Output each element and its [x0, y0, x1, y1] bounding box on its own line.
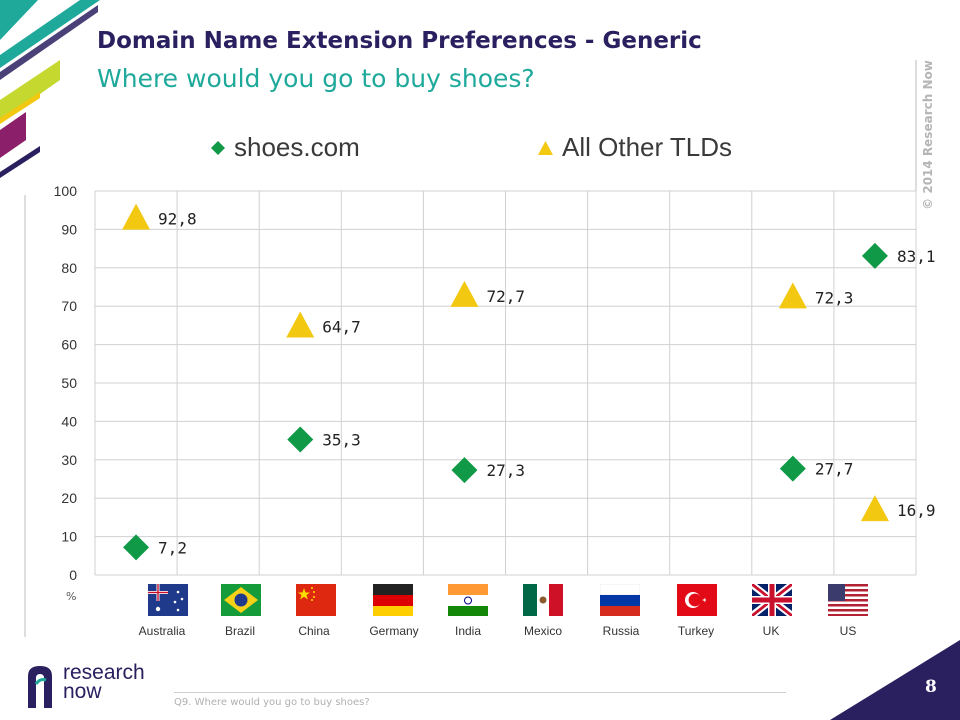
- shoes-com-point: [451, 457, 478, 484]
- diamond-legend-icon: [211, 140, 225, 155]
- country-label-india: India: [454, 624, 482, 638]
- legend-other-tlds: All Other TLDs: [537, 132, 732, 163]
- page-title: Domain Name Extension Preferences - Gene…: [97, 28, 702, 54]
- page-number: 8: [925, 677, 937, 697]
- flag-us-icon: [828, 584, 868, 616]
- country-label-australia: Australia: [138, 624, 186, 638]
- country-label-us: US: [839, 624, 857, 638]
- logo-text-line1: research: [63, 661, 145, 684]
- flag-mexico-icon: [523, 584, 563, 616]
- country-label-brazil: Brazil: [224, 624, 256, 638]
- y-axis-ticks: 0 10 20 30 40 50 60 70 80 90 100: [54, 183, 78, 583]
- footer-divider: [174, 692, 786, 693]
- y-tick-label: 0: [69, 567, 77, 583]
- y-tick-label: 100: [54, 183, 78, 199]
- footnote-question: Q9. Where would you go to buy shoes?: [174, 697, 370, 708]
- y-axis-unit: %: [66, 590, 77, 603]
- country-label-china: China: [298, 624, 330, 638]
- y-tick-label: 70: [61, 298, 77, 314]
- research-now-logo-icon: [28, 666, 52, 708]
- y-tick-label: 80: [61, 260, 77, 276]
- gridlines: [94, 190, 917, 576]
- logo-text-line2: now: [63, 680, 102, 703]
- data-label: 7,2: [158, 538, 187, 557]
- other-tlds-point: [450, 280, 479, 307]
- data-label: 72,7: [486, 287, 525, 306]
- legend-shoes-com: shoes.com: [210, 132, 360, 163]
- flag-india-icon: [448, 584, 488, 616]
- other-tlds-point: [286, 311, 315, 338]
- y-tick-label: 40: [61, 413, 77, 429]
- flag-turkey-icon: [677, 584, 717, 616]
- shoes-com-point: [779, 455, 806, 482]
- logo-wordmark: research now: [63, 661, 145, 703]
- data-label: 35,3: [322, 430, 361, 449]
- country-label-germany: Germany: [369, 624, 419, 638]
- y-tick-label: 60: [61, 337, 77, 353]
- data-label: 16,9: [897, 501, 936, 520]
- country-label-uk: UK: [762, 624, 780, 638]
- data-marks: 7,2 35,3 27,3 27,7 83,1 92,8 64,7 72,7 72,3 16,9: [122, 203, 936, 561]
- data-label: 83,1: [897, 247, 936, 266]
- flag-china-icon: [296, 584, 336, 616]
- y-tick-label: 10: [61, 529, 77, 545]
- other-tlds-point: [860, 495, 889, 522]
- data-label: 92,8: [158, 210, 197, 229]
- data-label: 27,3: [486, 461, 525, 480]
- data-label: 72,3: [815, 288, 854, 307]
- decorative-stripes: [0, 0, 100, 178]
- other-tlds-point: [778, 282, 807, 309]
- legend-label-other-tlds: All Other TLDs: [562, 132, 733, 162]
- y-tick-label: 30: [61, 452, 77, 468]
- country-label-russia: Russia: [602, 624, 640, 638]
- data-label: 27,7: [815, 460, 854, 479]
- legend-label-shoes-com: shoes.com: [234, 132, 360, 162]
- page-corner-shape: [830, 640, 960, 720]
- y-tick-label: 50: [61, 375, 77, 391]
- shoes-com-point: [123, 534, 150, 561]
- country-label-mexico: Mexico: [523, 624, 563, 638]
- data-label: 64,7: [322, 318, 361, 337]
- country-label-turkey: Turkey: [677, 624, 715, 638]
- y-tick-label: 90: [61, 221, 77, 237]
- flag-russia-icon: [600, 584, 640, 616]
- flag-germany-icon: [373, 584, 413, 616]
- flag-brazil-icon: [221, 584, 261, 616]
- flag-uk-icon: [752, 584, 792, 616]
- shoes-com-point: [861, 242, 888, 269]
- triangle-legend-icon: [538, 140, 553, 155]
- flag-australia-icon: [148, 584, 188, 616]
- shoes-com-point: [287, 426, 314, 453]
- y-tick-label: 20: [61, 490, 77, 506]
- page-subtitle: Where would you go to buy shoes?: [97, 64, 535, 93]
- other-tlds-point: [122, 203, 151, 230]
